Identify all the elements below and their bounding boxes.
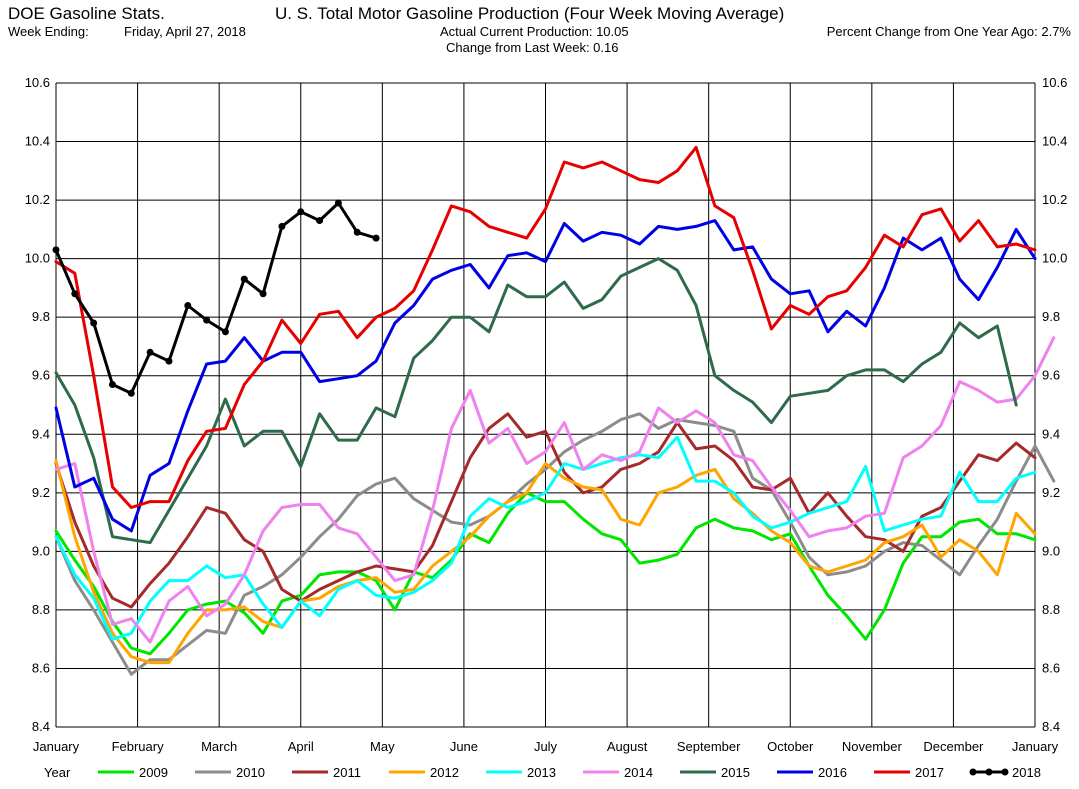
y-tick-label-left: 10.2 [25, 192, 50, 207]
series-line-2011 [54, 412, 1037, 609]
series-line-2014 [54, 336, 1056, 644]
data-point-2018 [259, 290, 267, 298]
y-tick-label-left: 9.6 [32, 368, 50, 383]
y-tick-label-left: 10.4 [25, 134, 50, 149]
x-tick-label: December [923, 739, 984, 754]
series-line-2017 [54, 145, 1037, 509]
data-point-2018 [316, 217, 324, 225]
y-tick-label-right: 9.2 [1042, 485, 1060, 500]
data-point-2018 [221, 328, 229, 336]
data-point-2018 [52, 246, 60, 254]
series-line-2009 [54, 491, 1037, 656]
change-from-last-week: Change from Last Week: 0.16 [446, 40, 619, 55]
current-production: Actual Current Production: 10.05 [440, 24, 629, 39]
x-tick-label: August [607, 739, 648, 754]
y-tick-label-left: 9.0 [32, 543, 50, 558]
data-point-2018 [127, 389, 135, 397]
data-point-2018 [353, 228, 361, 236]
x-tick-label: October [767, 739, 814, 754]
y-tick-label-right: 8.6 [1042, 660, 1060, 675]
y-tick-label-left: 10.6 [25, 75, 50, 90]
data-point-2018 [165, 357, 173, 365]
y-tick-label-right: 10.6 [1042, 75, 1067, 90]
series-line-2018 [54, 201, 378, 395]
legend-marker-2018 [969, 768, 977, 776]
series-line-2010 [54, 412, 1056, 676]
data-point-2018 [90, 319, 98, 327]
y-tick-label-right: 10.0 [1042, 251, 1067, 266]
data-point-2018 [203, 316, 211, 324]
data-point-2018 [334, 199, 342, 207]
legend-label-2010: 2010 [236, 765, 265, 780]
y-tick-label-right: 8.4 [1042, 719, 1060, 734]
x-tick-label: March [201, 739, 237, 754]
data-point-2018 [278, 222, 286, 230]
series-line-2016 [54, 219, 1037, 533]
y-tick-label-right: 10.2 [1042, 192, 1067, 207]
legend-marker-2018 [985, 768, 993, 776]
series-line-2012 [54, 459, 1037, 665]
chart-title: U. S. Total Motor Gasoline Production (F… [275, 4, 785, 23]
legend-marker-2018 [1001, 768, 1009, 776]
y-tick-label-left: 9.8 [32, 309, 50, 324]
x-tick-label: May [370, 739, 395, 754]
data-point-2018 [372, 234, 380, 242]
y-tick-label-right: 9.0 [1042, 543, 1060, 558]
data-point-2018 [146, 348, 154, 356]
data-point-2018 [297, 208, 305, 216]
y-tick-label-right: 10.4 [1042, 134, 1067, 149]
x-tick-label: April [288, 739, 314, 754]
x-tick-label: February [112, 739, 165, 754]
y-tick-label-right: 9.6 [1042, 368, 1060, 383]
legend-label-2018: 2018 [1012, 765, 1041, 780]
x-tick-label: January [1012, 739, 1059, 754]
y-tick-label-left: 9.4 [32, 426, 50, 441]
legend-label-2011: 2011 [333, 765, 361, 780]
series-line-2015 [54, 257, 1018, 545]
percent-change-year-ago: Percent Change from One Year Ago: 2.7% [826, 24, 1071, 39]
legend-title: Year [44, 765, 71, 780]
data-point-2018 [184, 301, 192, 309]
legend-label-2016: 2016 [818, 765, 847, 780]
data-point-2018 [240, 275, 248, 283]
x-tick-label: July [534, 739, 558, 754]
legend-label-2009: 2009 [139, 765, 168, 780]
data-point-2018 [71, 290, 79, 298]
y-tick-label-right: 9.4 [1042, 426, 1060, 441]
app-title: DOE Gasoline Stats. [8, 4, 165, 23]
data-point-2018 [108, 381, 116, 389]
y-tick-label-left: 8.8 [32, 602, 50, 617]
legend-label-2015: 2015 [721, 765, 750, 780]
week-ending-label: Week Ending: [8, 24, 89, 39]
y-tick-label-left: 9.2 [32, 485, 50, 500]
y-tick-label-left: 8.4 [32, 719, 50, 734]
legend-label-2012: 2012 [430, 765, 459, 780]
x-tick-label: September [677, 739, 741, 754]
y-tick-label-left: 10.0 [25, 251, 50, 266]
series-line-2013 [54, 435, 1037, 641]
y-tick-label-left: 8.6 [32, 660, 50, 675]
y-tick-label-right: 8.8 [1042, 602, 1060, 617]
legend-label-2014: 2014 [624, 765, 653, 780]
week-ending-value: Friday, April 27, 2018 [124, 24, 246, 39]
x-tick-label: June [450, 739, 478, 754]
legend-label-2013: 2013 [527, 765, 556, 780]
x-tick-label: November [842, 739, 903, 754]
x-tick-label: January [33, 739, 80, 754]
legend-label-2017: 2017 [915, 765, 944, 780]
y-tick-label-right: 9.8 [1042, 309, 1060, 324]
